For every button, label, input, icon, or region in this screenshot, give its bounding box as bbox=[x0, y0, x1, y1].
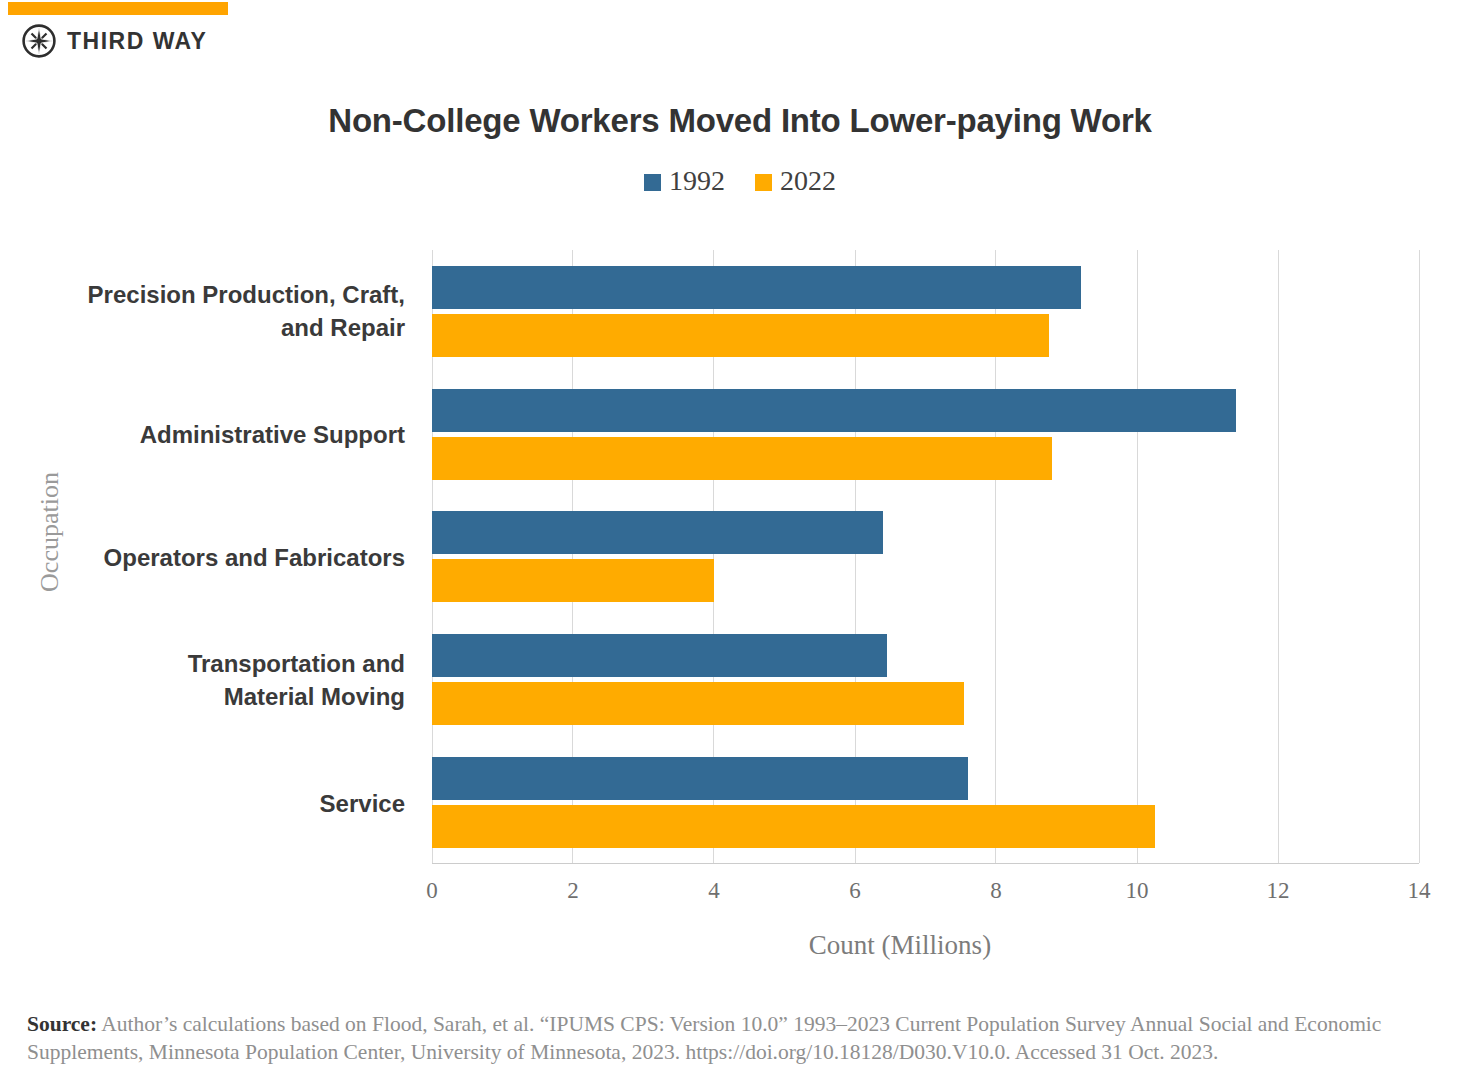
legend: 1992 2022 bbox=[0, 165, 1480, 197]
bar-1992-category-0 bbox=[432, 266, 1081, 309]
y-category-label-0: Precision Production, Craft, and Repair bbox=[0, 278, 405, 344]
brand-name: THIRD WAY bbox=[67, 28, 207, 55]
y-category-label-1: Administrative Support bbox=[0, 418, 405, 451]
bar-2022-category-0 bbox=[432, 314, 1049, 357]
source-note: Source: Author’s calculations based on F… bbox=[27, 1010, 1417, 1066]
bar-1992-category-1 bbox=[432, 389, 1236, 432]
y-axis-title: Occupation bbox=[35, 472, 65, 592]
plot-area bbox=[432, 250, 1419, 864]
bar-2022-category-1 bbox=[432, 437, 1052, 480]
bar-2022-category-3 bbox=[432, 682, 964, 725]
x-tick-label-14: 14 bbox=[1408, 878, 1431, 904]
x-tick-label-6: 6 bbox=[849, 878, 861, 904]
legend-item-2022: 2022 bbox=[755, 165, 836, 197]
x-tick-label-2: 2 bbox=[567, 878, 579, 904]
bar-2022-category-4 bbox=[432, 805, 1155, 848]
legend-label-1992: 1992 bbox=[669, 165, 725, 197]
bar-group-3 bbox=[432, 618, 1419, 741]
x-tick-label-10: 10 bbox=[1126, 878, 1149, 904]
x-axis-title: Count (Millions) bbox=[410, 930, 1390, 961]
legend-swatch-2022 bbox=[755, 174, 772, 191]
bar-2022-category-2 bbox=[432, 559, 714, 602]
bar-group-1 bbox=[432, 373, 1419, 496]
x-tick-label-0: 0 bbox=[426, 878, 438, 904]
legend-item-1992: 1992 bbox=[644, 165, 725, 197]
bar-1992-category-2 bbox=[432, 511, 883, 554]
source-text: Author’s calculations based on Flood, Sa… bbox=[27, 1012, 1381, 1064]
x-axis-ticks: 02468101214 bbox=[432, 878, 1419, 908]
x-tick-label-8: 8 bbox=[990, 878, 1002, 904]
bar-group-4 bbox=[432, 741, 1419, 864]
legend-swatch-1992 bbox=[644, 174, 661, 191]
bar-1992-category-3 bbox=[432, 634, 887, 677]
y-category-label-4: Service bbox=[0, 786, 405, 819]
x-tick-label-12: 12 bbox=[1267, 878, 1290, 904]
compass-icon bbox=[22, 24, 56, 58]
y-category-label-3: Transportation and Material Moving bbox=[0, 647, 405, 713]
bar-group-0 bbox=[432, 250, 1419, 373]
x-tick-label-4: 4 bbox=[708, 878, 720, 904]
bar-group-2 bbox=[432, 496, 1419, 619]
bar-1992-category-4 bbox=[432, 757, 968, 800]
chart-title: Non-College Workers Moved Into Lower-pay… bbox=[0, 102, 1480, 140]
third-way-logo: THIRD WAY bbox=[22, 24, 207, 58]
source-prefix: Source: bbox=[27, 1012, 97, 1036]
legend-label-2022: 2022 bbox=[780, 165, 836, 197]
brand-accent-bar bbox=[8, 2, 228, 15]
